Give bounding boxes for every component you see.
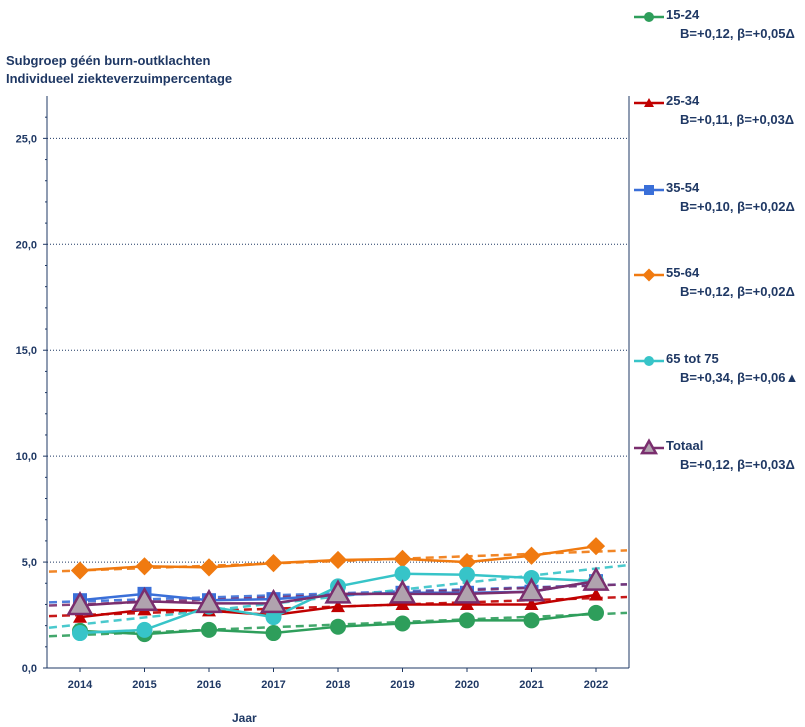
- legend-stat: B=+0,12, β=+0,02Δ: [680, 284, 795, 299]
- legend-marker: [644, 185, 654, 195]
- data-point: [264, 554, 283, 573]
- data-point: [70, 561, 90, 580]
- y-tick-label: 10,0: [16, 451, 37, 463]
- legend-marker: [642, 268, 656, 282]
- data-point: [460, 597, 474, 611]
- data-point: [459, 612, 475, 629]
- data-point: [393, 549, 412, 568]
- legend-label: Totaal: [666, 438, 704, 453]
- data-point: [586, 537, 606, 556]
- x-tick-label: 2022: [584, 679, 608, 691]
- data-point: [201, 621, 217, 638]
- data-point: [588, 604, 604, 621]
- chart-title-line2: Individueel ziekteverzuimpercentage: [6, 71, 233, 86]
- y-tick-label: 5,0: [22, 557, 37, 569]
- legend-marker: [644, 12, 654, 22]
- x-axis-label: Jaar: [232, 711, 257, 725]
- data-point: [259, 588, 288, 614]
- data-point: [394, 565, 411, 582]
- data-point: [199, 558, 219, 577]
- x-tick-label: 2020: [455, 679, 479, 691]
- legend-stat: B=+0,11, β=+0,03Δ: [680, 112, 795, 127]
- y-tick-label: 0,0: [22, 663, 37, 675]
- legend-label: 55-64: [666, 265, 700, 280]
- data-point: [195, 588, 223, 614]
- legend-label: 65 tot 75: [666, 351, 719, 366]
- x-tick-label: 2018: [326, 679, 350, 691]
- legend-stat: B=+0,12, β=+0,03Δ: [680, 457, 795, 472]
- data-point: [522, 546, 541, 565]
- legend-label: 35-54: [666, 180, 700, 195]
- data-point: [517, 577, 546, 602]
- data-point: [328, 550, 348, 570]
- x-tick-label: 2017: [261, 679, 285, 691]
- data-point: [130, 586, 159, 612]
- data-point: [589, 587, 603, 601]
- legend-label: 15-24: [666, 7, 700, 22]
- legend-stat: B=+0,34, β=+0,06▲: [680, 370, 799, 385]
- legend-label: 25-34: [666, 93, 700, 108]
- x-tick-label: 2014: [68, 679, 93, 691]
- data-point: [73, 610, 87, 623]
- legend-stat: B=+0,12, β=+0,05Δ: [680, 26, 795, 41]
- data-point: [394, 615, 411, 632]
- data-point: [265, 625, 282, 642]
- x-tick-label: 2019: [390, 679, 414, 691]
- data-point: [331, 599, 345, 613]
- data-point: [72, 625, 88, 642]
- x-tick-label: 2021: [519, 679, 543, 691]
- data-point: [388, 579, 417, 604]
- chart-title-line1: Subgroep géén burn-outklachten: [6, 53, 211, 68]
- data-point: [66, 590, 94, 616]
- y-tick-label: 20,0: [16, 239, 37, 251]
- data-point: [324, 579, 352, 604]
- x-tick-label: 2016: [197, 679, 221, 691]
- data-point: [457, 552, 477, 572]
- legend-stat: B=+0,10, β=+0,02Δ: [680, 199, 795, 214]
- y-tick-label: 15,0: [16, 345, 37, 357]
- data-point: [453, 579, 481, 604]
- legend-marker: [639, 438, 659, 455]
- data-point: [582, 566, 610, 591]
- data-point: [395, 597, 410, 611]
- data-point: [459, 566, 475, 583]
- data-point: [524, 597, 539, 611]
- legend-marker: [644, 356, 654, 366]
- data-point: [136, 621, 153, 638]
- legend-marker: [644, 98, 654, 107]
- data-point: [330, 618, 346, 635]
- y-tick-label: 25,0: [16, 133, 37, 145]
- x-tick-label: 2015: [132, 679, 156, 691]
- data-point: [265, 609, 282, 626]
- data-point: [523, 612, 540, 629]
- data-point: [135, 557, 154, 576]
